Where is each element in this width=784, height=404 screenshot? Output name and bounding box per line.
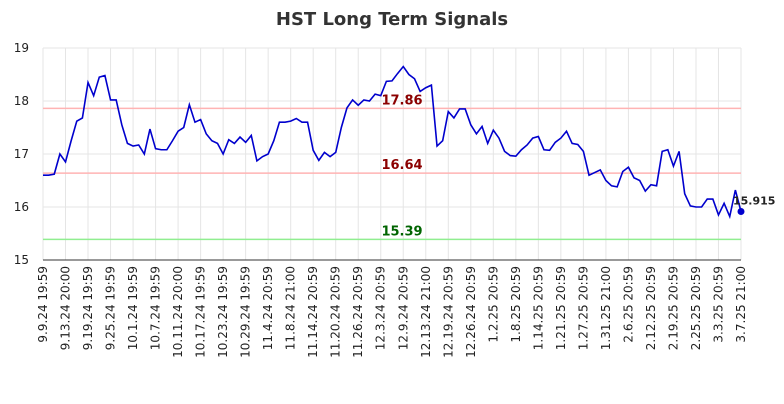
y-tick-label: 16 — [14, 200, 29, 214]
x-tick-label: 12.3.24 20:59 — [374, 266, 388, 350]
x-tick-label: 2.25.25 20:59 — [689, 266, 703, 350]
x-tick-label: 11.26.24 20:59 — [351, 266, 365, 358]
x-tick-label: 11.8.24 21:00 — [284, 266, 298, 350]
x-tick-label: 1.2.25 20:59 — [486, 266, 500, 343]
x-tick-label: 12.26.24 20:59 — [464, 266, 478, 358]
x-tick-label: 12.9.24 20:59 — [396, 266, 410, 350]
x-tick-label: 2.19.25 20:59 — [666, 266, 680, 350]
x-tick-label: 11.20.24 20:59 — [329, 266, 343, 358]
x-tick-label: 11.4.24 20:59 — [261, 266, 275, 350]
x-tick-label: 11.14.24 20:59 — [306, 266, 320, 358]
x-tick-label: 2.6.25 20:59 — [621, 266, 635, 343]
last-point — [737, 208, 745, 216]
x-tick-label: 10.1.24 19:59 — [126, 266, 140, 350]
x-tick-label: 1.8.25 20:59 — [509, 266, 523, 343]
last-value-label: 15.915 — [733, 195, 775, 208]
x-tick-label: 3.7.25 21:00 — [734, 266, 748, 343]
x-tick-label: 10.23.24 19:59 — [216, 266, 230, 358]
x-tick-label: 1.27.25 20:59 — [576, 266, 590, 350]
level-label: 16.64 — [381, 158, 422, 173]
x-tick-label: 12.19.24 20:59 — [441, 266, 455, 358]
x-tick-label: 1.21.25 20:59 — [554, 266, 568, 350]
y-tick-label: 18 — [14, 94, 29, 108]
y-tick-label: 15 — [14, 253, 29, 267]
x-tick-label: 10.29.24 19:59 — [239, 266, 253, 358]
x-tick-label: 1.31.25 21:00 — [599, 266, 613, 350]
x-tick-label: 10.17.24 19:59 — [194, 266, 208, 358]
x-tick-label: 10.11.24 20:00 — [171, 266, 185, 358]
x-tick-label: 10.7.24 19:59 — [149, 266, 163, 350]
x-tick-label: 9.25.24 19:59 — [104, 266, 118, 350]
price-line — [43, 65, 742, 220]
x-tick-label: 12.13.24 21:00 — [419, 266, 433, 358]
y-tick-label: 17 — [14, 147, 29, 161]
x-tick-label: 9.13.24 20:00 — [59, 266, 73, 350]
x-tick-label: 9.19.24 19:59 — [81, 266, 95, 350]
x-tick-label: 1.14.25 20:59 — [531, 266, 545, 350]
x-tick-label: 9.9.24 19:59 — [36, 266, 50, 343]
x-tick-label: 3.3.25 20:59 — [711, 266, 725, 343]
level-label: 17.86 — [381, 93, 422, 108]
level-label: 15.39 — [381, 224, 422, 239]
chart-title: HST Long Term Signals — [276, 9, 508, 30]
y-tick-label: 19 — [14, 41, 29, 55]
x-tick-label: 2.12.25 20:59 — [644, 266, 658, 350]
